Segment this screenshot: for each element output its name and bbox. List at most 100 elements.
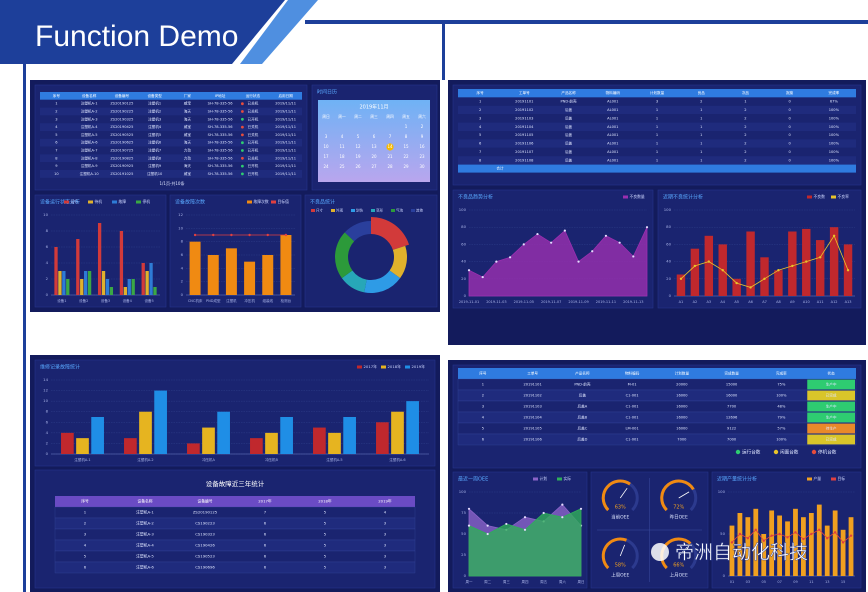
x-tick-label: A3	[706, 300, 711, 304]
table-cell: ZS20190125	[193, 510, 218, 515]
table-cell: 2019/11/11	[275, 133, 296, 137]
table-cell: 已开机	[247, 163, 258, 168]
bar	[280, 235, 292, 295]
y-tick-label: 0	[464, 573, 467, 578]
table-cell: 4	[84, 543, 87, 548]
table-header	[40, 92, 302, 100]
bar	[58, 271, 62, 295]
point	[770, 534, 773, 537]
table-cell: LM-001	[625, 427, 638, 431]
table-cell: 2019/11/11	[275, 149, 296, 153]
point	[846, 269, 850, 272]
table-cell: ZS20190425	[110, 125, 133, 129]
table-cell: 1	[656, 150, 658, 154]
table-cell: 2	[479, 108, 481, 112]
point	[679, 277, 683, 280]
table-row	[40, 131, 302, 139]
table-header-cell: 良品	[698, 90, 706, 95]
bar	[265, 432, 278, 454]
table-cell: 20191103	[515, 116, 533, 120]
y-tick-label: 80	[666, 224, 671, 229]
legend-swatch	[831, 477, 836, 481]
y-tick-label: 100	[459, 489, 467, 494]
status-dot	[240, 110, 244, 113]
y-tick-label: 14	[43, 377, 48, 382]
table-cell: SH-78-335-56	[208, 141, 234, 145]
table-cell: 2019/11/11	[275, 156, 296, 160]
table-cell: 注塑机A-3	[136, 532, 154, 537]
legend-label: 不良率	[838, 194, 850, 199]
point	[561, 516, 564, 519]
table-row	[54, 539, 416, 552]
point	[738, 532, 742, 536]
pie-slice	[371, 217, 410, 250]
legend-swatch	[136, 200, 141, 204]
table-cell: 2019/11/11	[275, 117, 296, 121]
table-header-cell: 产品名称	[561, 90, 576, 95]
table-header-cell: 序号	[479, 371, 487, 376]
x-tick-label: A9	[790, 300, 795, 304]
x-tick-label: 冲压机	[244, 298, 255, 303]
table-row	[458, 114, 856, 123]
status-cell	[807, 401, 855, 412]
table-cell: 2	[744, 142, 746, 146]
table-row	[54, 528, 416, 541]
x-tick-label: 周四	[522, 579, 530, 584]
table-cell: 待生产	[826, 426, 837, 431]
table-cell: 5	[324, 543, 327, 548]
table-row	[54, 550, 416, 563]
legend-label: 停机	[143, 199, 151, 204]
bar	[376, 422, 389, 454]
table-cell: 20191106	[523, 438, 542, 442]
legend-swatch	[271, 200, 276, 204]
table-cell: 6	[479, 142, 482, 146]
table-header-cell: 2017年	[258, 499, 272, 504]
table-cell: 2	[55, 110, 57, 114]
gauge-value	[660, 537, 692, 570]
x-tick-label: 检测台	[281, 298, 292, 303]
point	[818, 528, 821, 531]
day: 20	[371, 154, 377, 159]
legend-swatch	[112, 200, 117, 204]
table-cell: SH-78-335-56	[208, 110, 234, 114]
table-cell: 20191102	[523, 394, 541, 398]
x-tick-label: 2019-11-05	[514, 300, 534, 304]
table-cell: 20191105	[523, 427, 541, 431]
point	[467, 507, 471, 510]
table-header-cell: 运行状态	[246, 93, 261, 98]
day: 27	[371, 164, 377, 169]
y-tick-label: 0	[723, 573, 726, 578]
bar	[785, 521, 790, 576]
day: 9	[421, 134, 424, 139]
table-cell: ZS20190225	[110, 110, 133, 114]
table-header-cell: 设备名称	[137, 499, 152, 504]
table-cell: 7700	[727, 405, 737, 409]
table-cell: 海天	[184, 163, 192, 168]
x-tick-label: 11	[809, 580, 813, 584]
day: 10	[323, 144, 329, 149]
table-cell: 16000	[676, 427, 688, 431]
table-cell: SH-78-335-56	[208, 172, 234, 176]
table-cell: 16000	[676, 416, 688, 420]
x-tick-label: 注塑机A-2	[137, 457, 153, 462]
table-footer-cell: 合计	[496, 166, 504, 171]
x-tick-label: A13	[845, 300, 852, 304]
x-tick-label: 01	[730, 580, 734, 584]
x-tick-label: 周六	[559, 579, 567, 584]
point	[550, 241, 553, 244]
legend-label: 故障	[119, 199, 127, 204]
point	[523, 516, 527, 519]
table-cell: 注塑机8	[148, 155, 162, 160]
bar	[187, 443, 200, 454]
table-cell: 威宝	[184, 132, 192, 137]
gauge-needle	[678, 546, 688, 557]
legend-label: 不良数	[814, 194, 826, 199]
table-header-cell: 产品名称	[575, 371, 590, 376]
point	[563, 229, 566, 232]
table-row	[54, 517, 416, 530]
bar	[225, 248, 237, 295]
bar	[124, 438, 137, 454]
table-header-cell: 2018年	[318, 499, 332, 504]
table-cell: 3	[384, 543, 387, 548]
weekday: 周五	[402, 114, 410, 119]
